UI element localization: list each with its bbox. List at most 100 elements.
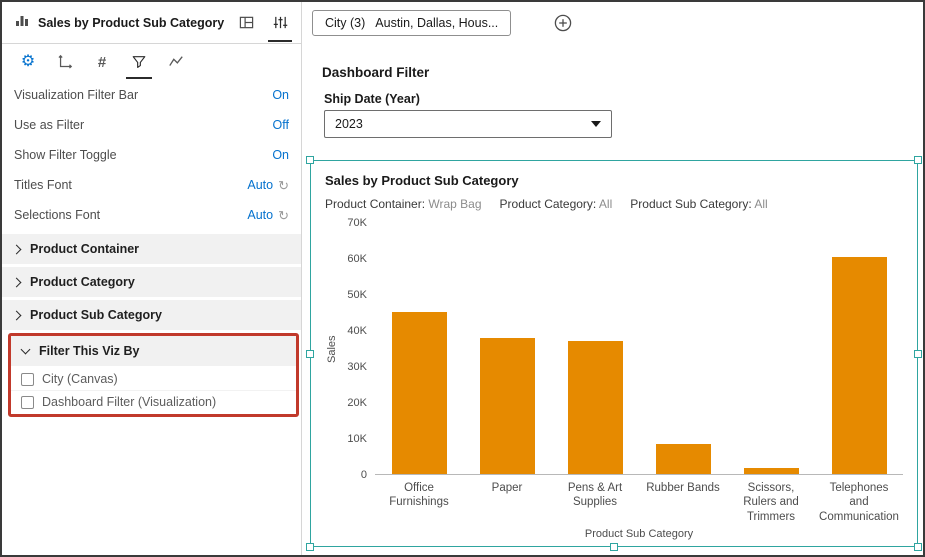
property-row-use-as-filter: Use as Filter Off bbox=[2, 110, 301, 140]
y-tick-label: 70K bbox=[347, 217, 367, 229]
selection-handle-bottom-center[interactable] bbox=[610, 543, 618, 551]
checkbox-unchecked[interactable] bbox=[21, 372, 34, 386]
section-label: Product Sub Category bbox=[30, 308, 162, 322]
caret-down-icon bbox=[591, 121, 601, 127]
plot-area bbox=[375, 223, 903, 475]
section-filter-this-viz-by: Filter This Viz By City (Canvas) Dashboard… bbox=[8, 333, 299, 417]
tab-filters-funnel-icon[interactable] bbox=[126, 45, 152, 79]
section-product-container: Product Container bbox=[2, 234, 301, 264]
property-label: Show Filter Toggle bbox=[14, 148, 117, 162]
bar-office-furnishings[interactable] bbox=[375, 223, 463, 474]
tab-axis-icon[interactable] bbox=[55, 45, 75, 79]
section-header-filter-this-viz-by[interactable]: Filter This Viz By bbox=[11, 336, 296, 366]
x-category-label: Scissors, Rulers and Trimmers bbox=[743, 482, 799, 523]
tab-analytics-icon[interactable] bbox=[166, 45, 186, 79]
panel-header-icons bbox=[237, 14, 292, 42]
section-label: Filter This Viz By bbox=[39, 344, 140, 358]
section-product-sub-category: Product Sub Category bbox=[2, 300, 301, 330]
property-value-link[interactable]: Auto bbox=[247, 178, 274, 192]
filter-checkbox-row-city-canvas[interactable]: City (Canvas) bbox=[11, 368, 296, 391]
bar-telephones-and-communication[interactable] bbox=[815, 223, 903, 474]
selection-handle-mid-right[interactable] bbox=[914, 349, 922, 358]
y-tick-label: 20K bbox=[347, 397, 367, 410]
section-list: Product Container Product Category Product… bbox=[2, 234, 301, 417]
panel-title: Sales by Product Sub Category bbox=[38, 15, 225, 30]
properties-tabs: ⚙ # bbox=[2, 44, 301, 80]
y-tick-label: 30K bbox=[347, 361, 367, 373]
chevron-right-icon bbox=[11, 277, 22, 287]
filter-pill-values: Austin, Dallas, Hous... bbox=[375, 16, 499, 30]
filter-checkbox-row-dashboard-filter-visualization[interactable]: Dashboard Filter (Visualization) bbox=[11, 391, 296, 413]
y-tick-label: 50K bbox=[347, 289, 367, 301]
section-label: Product Container bbox=[30, 242, 140, 256]
properties-panel: Sales by Product Sub Category ⚙ # bbox=[2, 2, 302, 555]
y-axis-ticks: 0 10K 20K 30K 40K 50K 60K 70K bbox=[339, 217, 375, 481]
bar-rubber-bands[interactable] bbox=[639, 223, 727, 474]
checkbox-label: Dashboard Filter (Visualization) bbox=[42, 395, 217, 409]
selection-handle-mid-left[interactable] bbox=[306, 349, 314, 358]
section-header-product-container[interactable]: Product Container bbox=[2, 234, 301, 264]
y-tick-label: 10K bbox=[347, 433, 367, 446]
selection-handle-top-left[interactable] bbox=[306, 156, 314, 164]
y-tick-label: 40K bbox=[347, 325, 367, 338]
selection-handle-top-right[interactable] bbox=[914, 156, 922, 164]
gear-icon: ⚙ bbox=[20, 53, 36, 70]
y-tick-label: 0 bbox=[360, 469, 367, 481]
section-header-product-sub-category[interactable]: Product Sub Category bbox=[2, 300, 301, 330]
viz-filter-caption: Product Sub Category: All bbox=[630, 197, 768, 211]
year-dropdown[interactable]: 2023 bbox=[324, 110, 612, 138]
property-row-titles-font: Titles Font Auto ↻ bbox=[2, 170, 301, 200]
property-row-visualization-filter-bar: Visualization Filter Bar On bbox=[2, 80, 301, 110]
reset-icon[interactable]: ↻ bbox=[278, 177, 289, 193]
section-label: Product Category bbox=[30, 275, 135, 289]
visualization-container[interactable]: Sales by Product Sub Category Product Co… bbox=[306, 156, 922, 551]
bar-scissors-rulers-and-trimmers[interactable] bbox=[727, 223, 815, 474]
x-axis-title: Product Sub Category bbox=[584, 528, 694, 541]
property-value-link[interactable]: On bbox=[272, 148, 289, 162]
bar-chart: Sales 0 10K 20K 30K 40K 50K 60K 70K bbox=[325, 217, 903, 481]
properties-panel-header: Sales by Product Sub Category bbox=[2, 2, 301, 44]
viz-filter-caption: Product Container: Wrap Bag bbox=[325, 197, 482, 211]
chevron-right-icon bbox=[11, 244, 22, 254]
property-label: Visualization Filter Bar bbox=[14, 88, 139, 102]
y-axis-title: Sales bbox=[326, 335, 338, 363]
checkbox-label: City (Canvas) bbox=[42, 372, 118, 386]
viz-filter-caption: Product Category: All bbox=[499, 197, 613, 211]
x-category-label: Telephones and Communication bbox=[819, 482, 899, 523]
section-product-category: Product Category bbox=[2, 267, 301, 297]
property-label: Use as Filter bbox=[14, 118, 85, 132]
x-category-label: Rubber Bands bbox=[646, 482, 720, 494]
canvas-filter-pill[interactable]: City (3) Austin, Dallas, Hous... bbox=[312, 10, 512, 36]
property-value-link[interactable]: Off bbox=[272, 118, 289, 132]
x-category-label: Pens & Art Supplies bbox=[567, 482, 623, 509]
x-axis-labels: Office Furnishings Paper Pens & Art Suppli… bbox=[375, 481, 903, 524]
filter-pill-name: City (3) bbox=[325, 16, 366, 30]
section-header-product-category[interactable]: Product Category bbox=[2, 267, 301, 297]
property-row-show-filter-toggle: Show Filter Toggle On bbox=[2, 140, 301, 170]
property-list: Visualization Filter Bar On Use as Filter O… bbox=[2, 80, 301, 230]
dashboard-filter-title: Dashboard Filter bbox=[322, 65, 430, 80]
year-value: 2023 bbox=[335, 117, 363, 131]
bar-pens-art-supplies[interactable] bbox=[551, 223, 639, 474]
hash-icon: # bbox=[97, 53, 107, 71]
property-label: Titles Font bbox=[14, 178, 72, 192]
tab-values-icon[interactable]: # bbox=[92, 45, 112, 79]
tab-general-gear-icon[interactable]: ⚙ bbox=[18, 45, 38, 79]
ship-date-label: Ship Date (Year) bbox=[324, 92, 420, 106]
viz-title: Sales by Product Sub Category bbox=[325, 173, 519, 188]
checkbox-unchecked[interactable] bbox=[21, 395, 34, 409]
bar-chart-icon bbox=[14, 12, 30, 33]
selection-handle-bottom-left[interactable] bbox=[306, 543, 314, 551]
x-category-label: Office Furnishings bbox=[389, 482, 449, 509]
x-category-label: Paper bbox=[491, 482, 523, 494]
selection-handle-bottom-right[interactable] bbox=[914, 543, 922, 551]
chevron-right-icon bbox=[11, 310, 22, 320]
properties-sliders-icon[interactable] bbox=[268, 14, 292, 42]
reset-icon[interactable]: ↻ bbox=[278, 207, 289, 223]
grid-view-icon[interactable] bbox=[237, 14, 255, 32]
property-value-link[interactable]: Auto bbox=[247, 208, 274, 222]
property-label: Selections Font bbox=[14, 208, 101, 222]
add-filter-button[interactable] bbox=[553, 13, 573, 33]
bar-paper[interactable] bbox=[463, 223, 551, 474]
property-value-link[interactable]: On bbox=[272, 88, 289, 102]
